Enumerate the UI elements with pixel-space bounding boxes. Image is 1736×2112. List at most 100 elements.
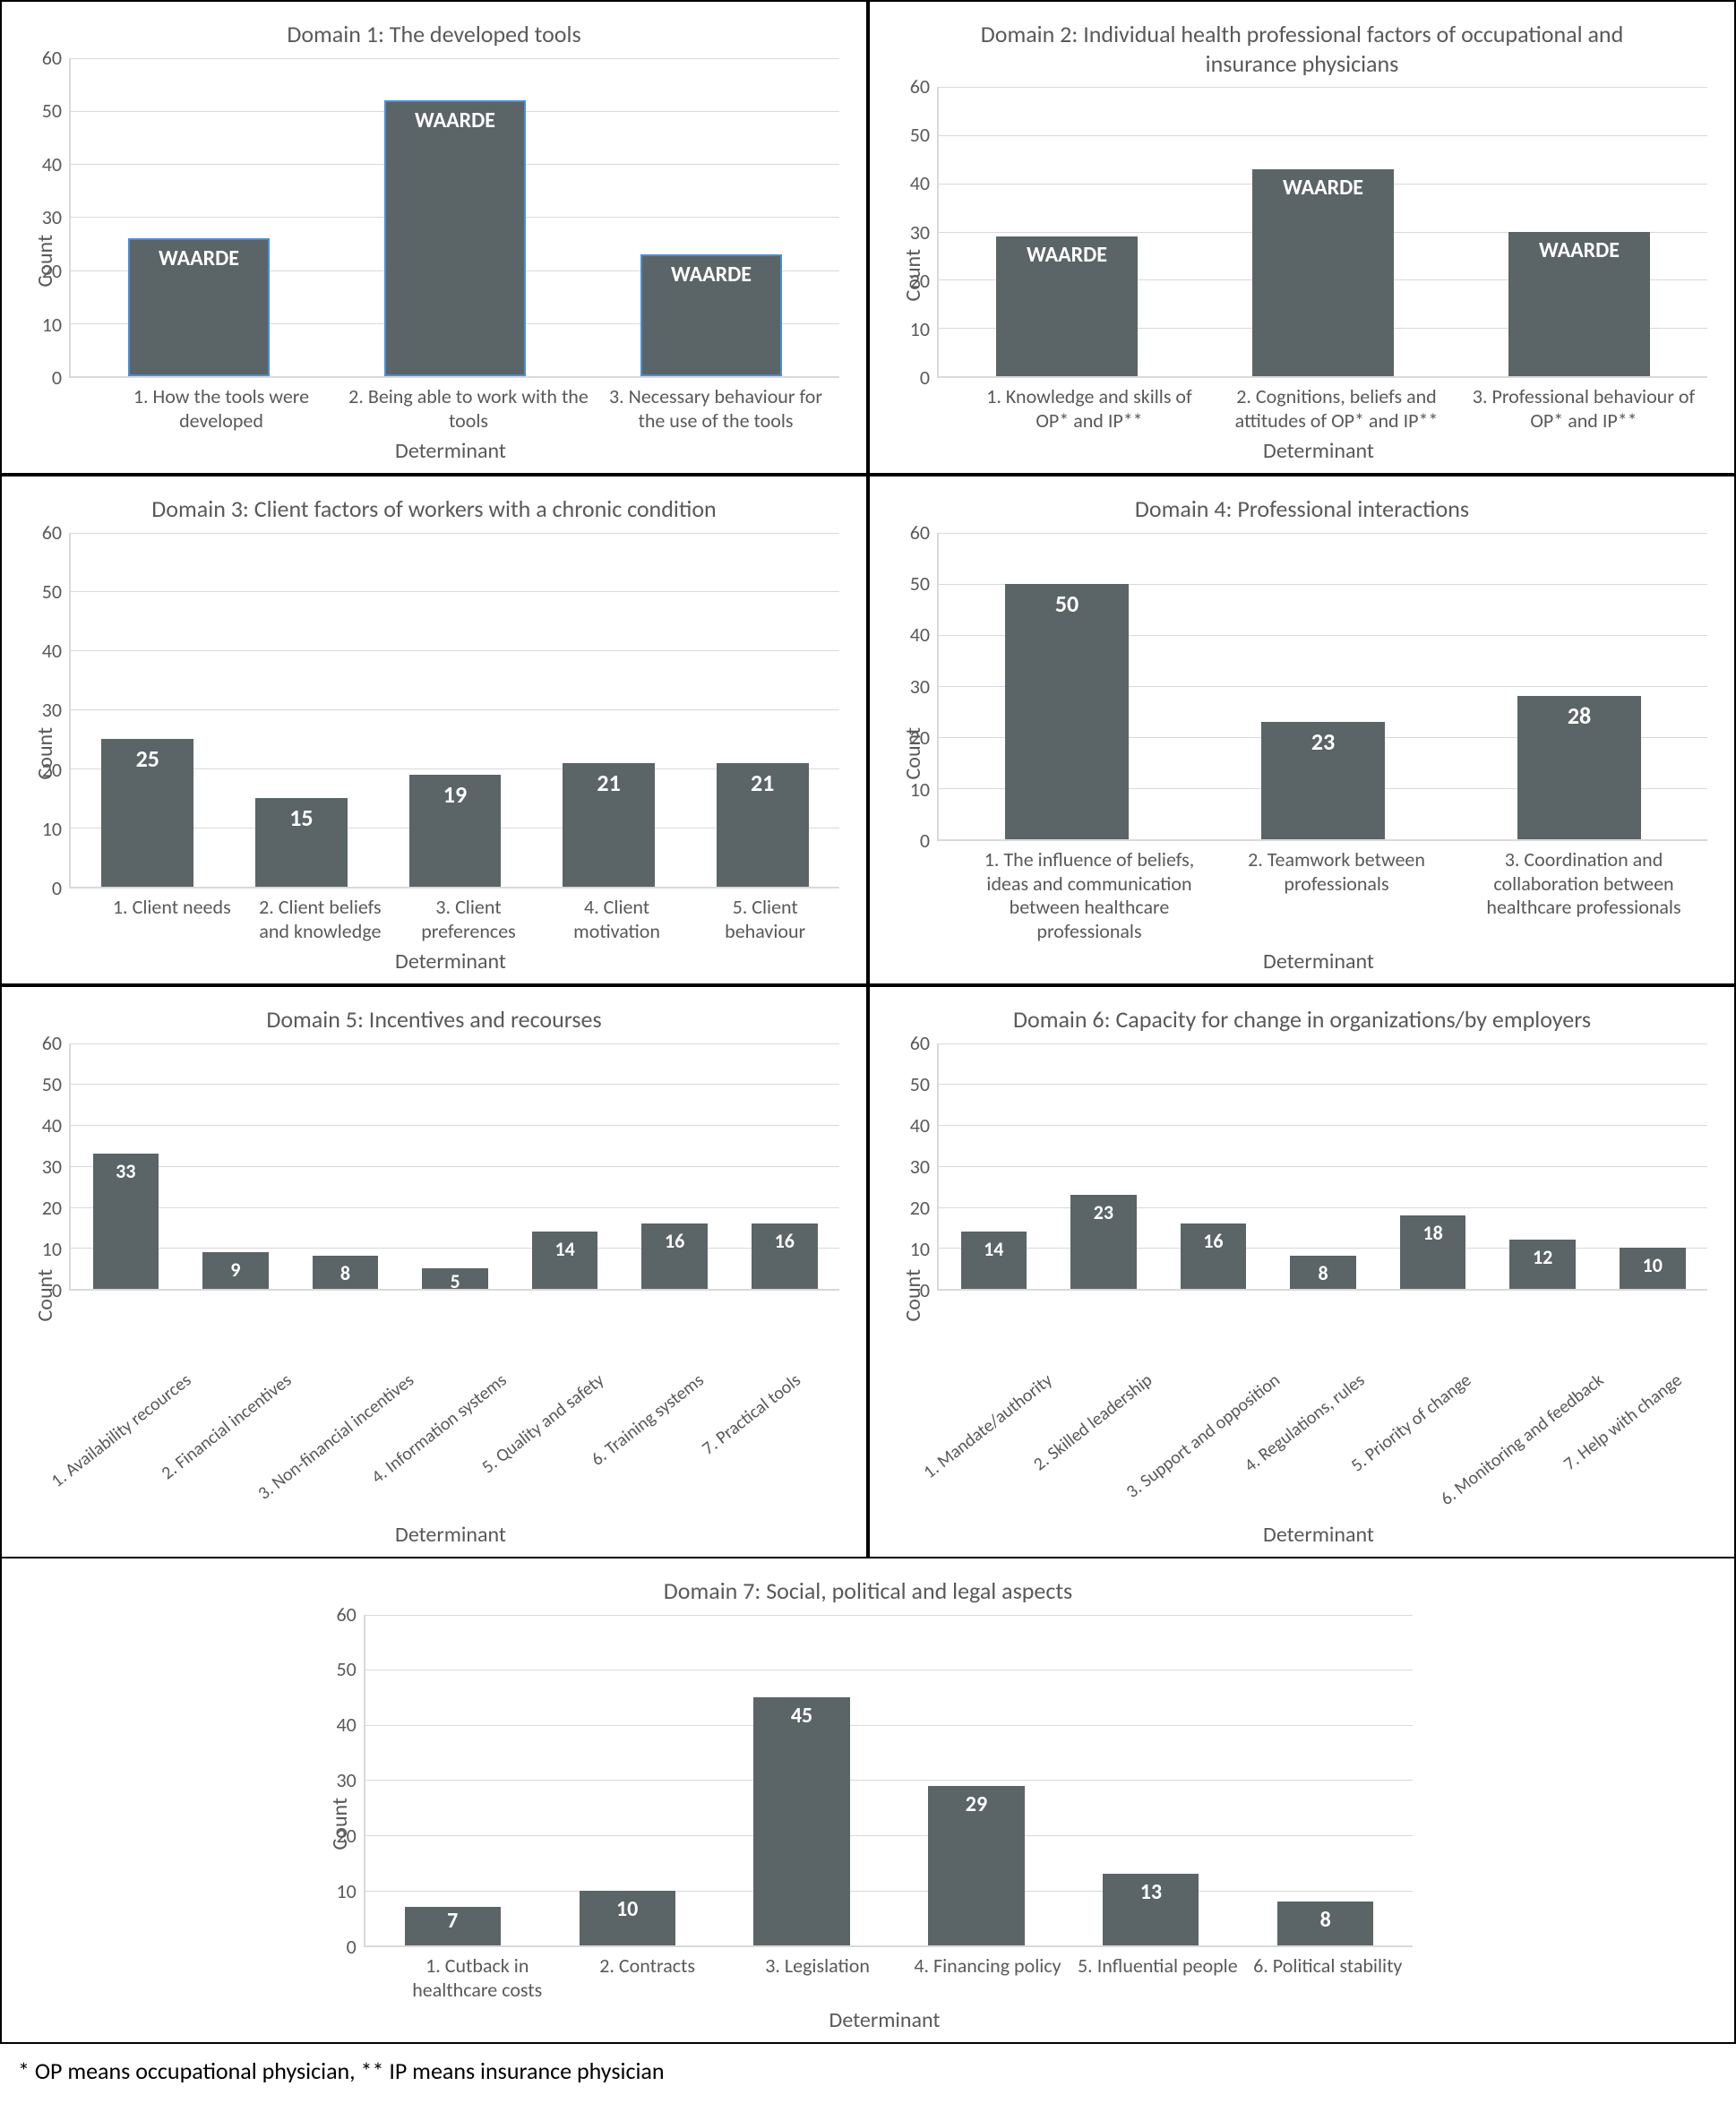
bar-slot: 8 bbox=[1238, 1615, 1413, 1946]
bar-slot: WAARDE bbox=[327, 58, 583, 377]
row-4: Domain 7: Social, political and legal as… bbox=[0, 1558, 1736, 2044]
x-labels: 1. Cutback in healthcare costs2. Contrac… bbox=[392, 1954, 1413, 2002]
bar-slot: WAARDE bbox=[583, 58, 839, 377]
bar-value-label: 16 bbox=[752, 1229, 818, 1253]
y-ticks: 0102030405060 bbox=[62, 1043, 69, 1292]
bar: WAARDE bbox=[1252, 169, 1393, 377]
x-tick-label: 1. Mandate/authority bbox=[966, 1298, 1071, 1391]
bar: 8 bbox=[1290, 1256, 1356, 1289]
bar-value-label: WAARDE bbox=[130, 245, 267, 271]
bar-value-label: 8 bbox=[1277, 1907, 1373, 1933]
bar-slot: 14 bbox=[510, 1043, 620, 1290]
plot-area: 1423168181210 bbox=[937, 1043, 1707, 1292]
x-tick-label: 5. Priority of change bbox=[1389, 1298, 1495, 1391]
x-tick-label: 1. Knowledge and skills of OP* and IP** bbox=[966, 385, 1213, 433]
bar: 5 bbox=[422, 1268, 488, 1289]
chart-body: Count0102030405060WAARDEWAARDEWAARDE1. K… bbox=[897, 87, 1707, 464]
bar-value-label: 16 bbox=[641, 1229, 708, 1253]
x-labels: 1. Client needs2. Client beliefs and kno… bbox=[98, 896, 839, 943]
bar-slot: 23 bbox=[1195, 533, 1451, 840]
bar-slot: 45 bbox=[715, 1615, 889, 1946]
plot-area: WAARDE WAARDE WAARDE bbox=[937, 87, 1707, 378]
bar: 16 bbox=[1181, 1223, 1247, 1289]
x-tick-label: 4. Client motivation bbox=[543, 896, 692, 943]
bar-value-label: 19 bbox=[409, 780, 502, 809]
x-tick-label: 2. Contracts bbox=[563, 1954, 733, 2002]
plot-area: 7104529138 bbox=[364, 1615, 1413, 1948]
bar-slot: 16 bbox=[729, 1043, 839, 1290]
bar-slot: 29 bbox=[889, 1615, 1064, 1946]
chart-body: Count01020304050605023281. The influence… bbox=[897, 533, 1707, 975]
bar: 8 bbox=[313, 1256, 379, 1289]
x-tick-label: 1. Cutback in healthcare costs bbox=[392, 1954, 563, 2002]
x-tick-label: 7. Practical tools bbox=[734, 1298, 839, 1391]
x-tick-label: 3. Necessary behaviour for the use of th… bbox=[592, 385, 839, 433]
bar-slot: 14 bbox=[939, 1043, 1049, 1290]
x-tick-label: 3. Support and opposition bbox=[1178, 1298, 1284, 1391]
x-tick-label: 1. Client needs bbox=[98, 896, 246, 943]
chart-title: Domain 3: Client factors of workers with… bbox=[151, 494, 716, 524]
bar-value-label: 10 bbox=[580, 1896, 675, 1922]
figure-grid: Domain 1: The developed toolsCount010203… bbox=[0, 0, 1736, 2112]
bar-value-label: 13 bbox=[1103, 1879, 1199, 1905]
bar: 14 bbox=[532, 1232, 598, 1289]
chart-title: Domain 2: Individual health professional… bbox=[937, 20, 1667, 78]
bar: 28 bbox=[1517, 696, 1640, 839]
footnote: * OP means occupational physician, ** IP… bbox=[0, 2044, 1736, 2112]
x-tick-label: 1. How the tools were developed bbox=[98, 385, 345, 433]
bar: 50 bbox=[1005, 584, 1128, 840]
bar: 25 bbox=[101, 739, 193, 887]
x-tick-label: 1. Availability recources bbox=[98, 1298, 203, 1391]
bar-slot: WAARDE bbox=[1451, 87, 1707, 376]
bar: WAARDE bbox=[384, 100, 525, 376]
plot-area: WAARDE WAARDE WAARDE bbox=[69, 58, 839, 379]
chart-title: Domain 5: Incentives and recourses bbox=[266, 1005, 601, 1035]
bar-slot: WAARDE bbox=[1195, 87, 1451, 376]
x-labels: 1. Availability recources2. Financial in… bbox=[98, 1298, 839, 1391]
bar-slot: WAARDE bbox=[71, 58, 327, 377]
chart-body: Count010203040506025151921211. Client ne… bbox=[29, 533, 839, 975]
panel-domain-7: Domain 7: Social, political and legal as… bbox=[296, 1558, 1440, 2042]
chart-body: Count0102030405060339851416161. Availabi… bbox=[29, 1043, 839, 1549]
bar-value-label: 23 bbox=[1261, 727, 1384, 756]
bar-slot: 5 bbox=[400, 1043, 511, 1290]
y-ticks: 0102030405060 bbox=[62, 533, 69, 889]
bar-value-label: 5 bbox=[422, 1269, 488, 1293]
bar-value-label: WAARDE bbox=[386, 107, 523, 133]
x-axis-label: Determinant bbox=[62, 949, 839, 974]
bar-slot: 13 bbox=[1063, 1615, 1238, 1946]
y-ticks: 0102030405060 bbox=[930, 533, 937, 842]
x-tick-label: 2. Client beliefs and knowledge bbox=[246, 896, 395, 943]
bar-value-label: 28 bbox=[1517, 701, 1640, 730]
x-tick-label: 2. Teamwork between professionals bbox=[1213, 848, 1460, 943]
x-tick-label: 4. Financing policy bbox=[903, 1954, 1073, 2002]
x-labels: 1. How the tools were developed2. Being … bbox=[98, 385, 839, 433]
panel-domain-1: Domain 1: The developed toolsCount010203… bbox=[0, 0, 868, 475]
chart-body: Count010203040506014231681812101. Mandat… bbox=[897, 1043, 1707, 1549]
x-tick-label: 2. Being able to work with the tools bbox=[345, 385, 592, 433]
bar-value-label: 33 bbox=[93, 1159, 159, 1183]
bar: 15 bbox=[255, 798, 348, 887]
bar-slot: 8 bbox=[1268, 1043, 1379, 1290]
bar-value-label: 21 bbox=[563, 768, 655, 797]
bar-slot: 21 bbox=[532, 533, 686, 888]
x-axis-label: Determinant bbox=[357, 2007, 1413, 2033]
bar: WAARDE bbox=[128, 238, 269, 376]
x-tick-label: 2. Financial incentives bbox=[203, 1298, 309, 1391]
x-labels: 1. Mandate/authority2. Skilled leadershi… bbox=[966, 1298, 1707, 1391]
row-1: Domain 1: The developed toolsCount010203… bbox=[0, 0, 1736, 475]
bar-slot: 28 bbox=[1451, 533, 1707, 840]
panel-domain-4: Domain 4: Professional interactionsCount… bbox=[868, 475, 1736, 985]
panel-domain-6: Domain 6: Capacity for change in organiz… bbox=[868, 985, 1736, 1558]
row-3: Domain 5: Incentives and recoursesCount0… bbox=[0, 985, 1736, 1558]
bar-value-label: WAARDE bbox=[642, 262, 779, 288]
bar-slot: WAARDE bbox=[939, 87, 1195, 376]
bar-value-label: 23 bbox=[1070, 1200, 1137, 1224]
bar: 10 bbox=[1620, 1248, 1686, 1289]
panel-domain-2: Domain 2: Individual health professional… bbox=[868, 0, 1736, 475]
bar-value-label: 16 bbox=[1181, 1229, 1247, 1253]
x-tick-label: 3. Coordination and collaboration betwee… bbox=[1460, 848, 1707, 943]
x-tick-label: 7. Help with change bbox=[1602, 1298, 1707, 1391]
bar-value-label: 29 bbox=[928, 1791, 1024, 1817]
bar: 10 bbox=[580, 1891, 675, 1946]
